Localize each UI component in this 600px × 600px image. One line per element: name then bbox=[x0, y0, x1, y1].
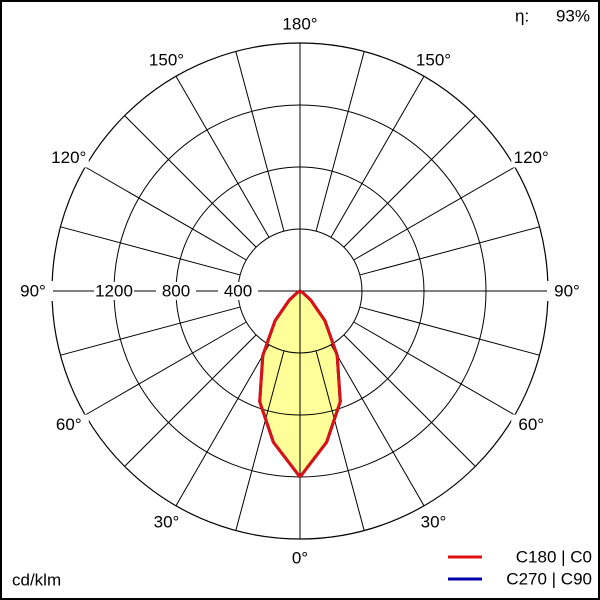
grid-spoke bbox=[353, 166, 516, 261]
grid-spoke bbox=[359, 226, 540, 276]
angle-tick-label: 150° bbox=[149, 50, 184, 69]
angle-label-bg bbox=[280, 14, 320, 34]
angle-label-bg bbox=[280, 548, 320, 568]
grid-spoke bbox=[124, 334, 257, 467]
angle-tick-label: 120° bbox=[514, 148, 549, 167]
grid-spoke bbox=[60, 226, 241, 276]
grid-spoke bbox=[315, 51, 365, 232]
angle-label-bg bbox=[511, 414, 552, 435]
grid-spoke bbox=[343, 334, 476, 467]
grid-spoke bbox=[124, 115, 257, 248]
angle-label-bg bbox=[146, 49, 187, 70]
grid-spoke bbox=[353, 321, 516, 416]
grid-spoke bbox=[315, 350, 365, 531]
angle-tick-label: 0° bbox=[292, 548, 308, 567]
grid-spoke bbox=[84, 321, 247, 416]
angle-tick-label: 150° bbox=[416, 50, 451, 69]
grid-spoke bbox=[84, 166, 247, 261]
grid-spoke bbox=[343, 115, 476, 248]
grid-spoke bbox=[235, 51, 285, 232]
angle-tick-label: 60° bbox=[56, 415, 82, 434]
efficiency-value: 93% bbox=[556, 6, 590, 25]
grid-spoke bbox=[60, 306, 241, 356]
grid-spoke bbox=[235, 350, 285, 531]
grid-spoke bbox=[330, 344, 425, 507]
intensity-curve bbox=[298, 289, 342, 478]
angle-tick-label: 180° bbox=[282, 14, 317, 33]
intensity-curve bbox=[258, 289, 302, 478]
angle-label-bg bbox=[413, 512, 454, 533]
angle-tick-label: 30° bbox=[421, 513, 447, 532]
angle-tick-label: 120° bbox=[51, 148, 86, 167]
angle-label-bg bbox=[48, 147, 89, 168]
grid-spoke bbox=[330, 75, 425, 238]
legend-label: C180 | C0 bbox=[516, 547, 592, 566]
angle-tick-label: 90° bbox=[554, 281, 580, 300]
grid-spoke bbox=[359, 306, 540, 356]
angle-tick-label: 60° bbox=[518, 415, 544, 434]
angle-label-bg bbox=[511, 147, 552, 168]
r-tick-label: 1200 bbox=[95, 281, 133, 300]
unit-label: cd/klm bbox=[12, 570, 61, 589]
angle-label-bg bbox=[547, 281, 587, 301]
r-tick-label: 400 bbox=[224, 281, 252, 300]
tick-label-bg bbox=[156, 282, 196, 300]
grid-spoke bbox=[175, 344, 270, 507]
grid-spoke bbox=[175, 75, 270, 238]
angle-tick-label: 30° bbox=[154, 513, 180, 532]
efficiency-label: η: bbox=[515, 6, 529, 25]
legend-label: C270 | C90 bbox=[506, 569, 592, 588]
angle-label-bg bbox=[48, 414, 89, 435]
angle-label-bg bbox=[13, 281, 53, 301]
tick-label-bg bbox=[94, 282, 134, 300]
angle-label-bg bbox=[413, 49, 454, 70]
angle-tick-label: 90° bbox=[20, 281, 46, 300]
angle-label-bg bbox=[146, 512, 187, 533]
tick-label-bg bbox=[218, 282, 258, 300]
r-tick-label: 800 bbox=[162, 281, 190, 300]
